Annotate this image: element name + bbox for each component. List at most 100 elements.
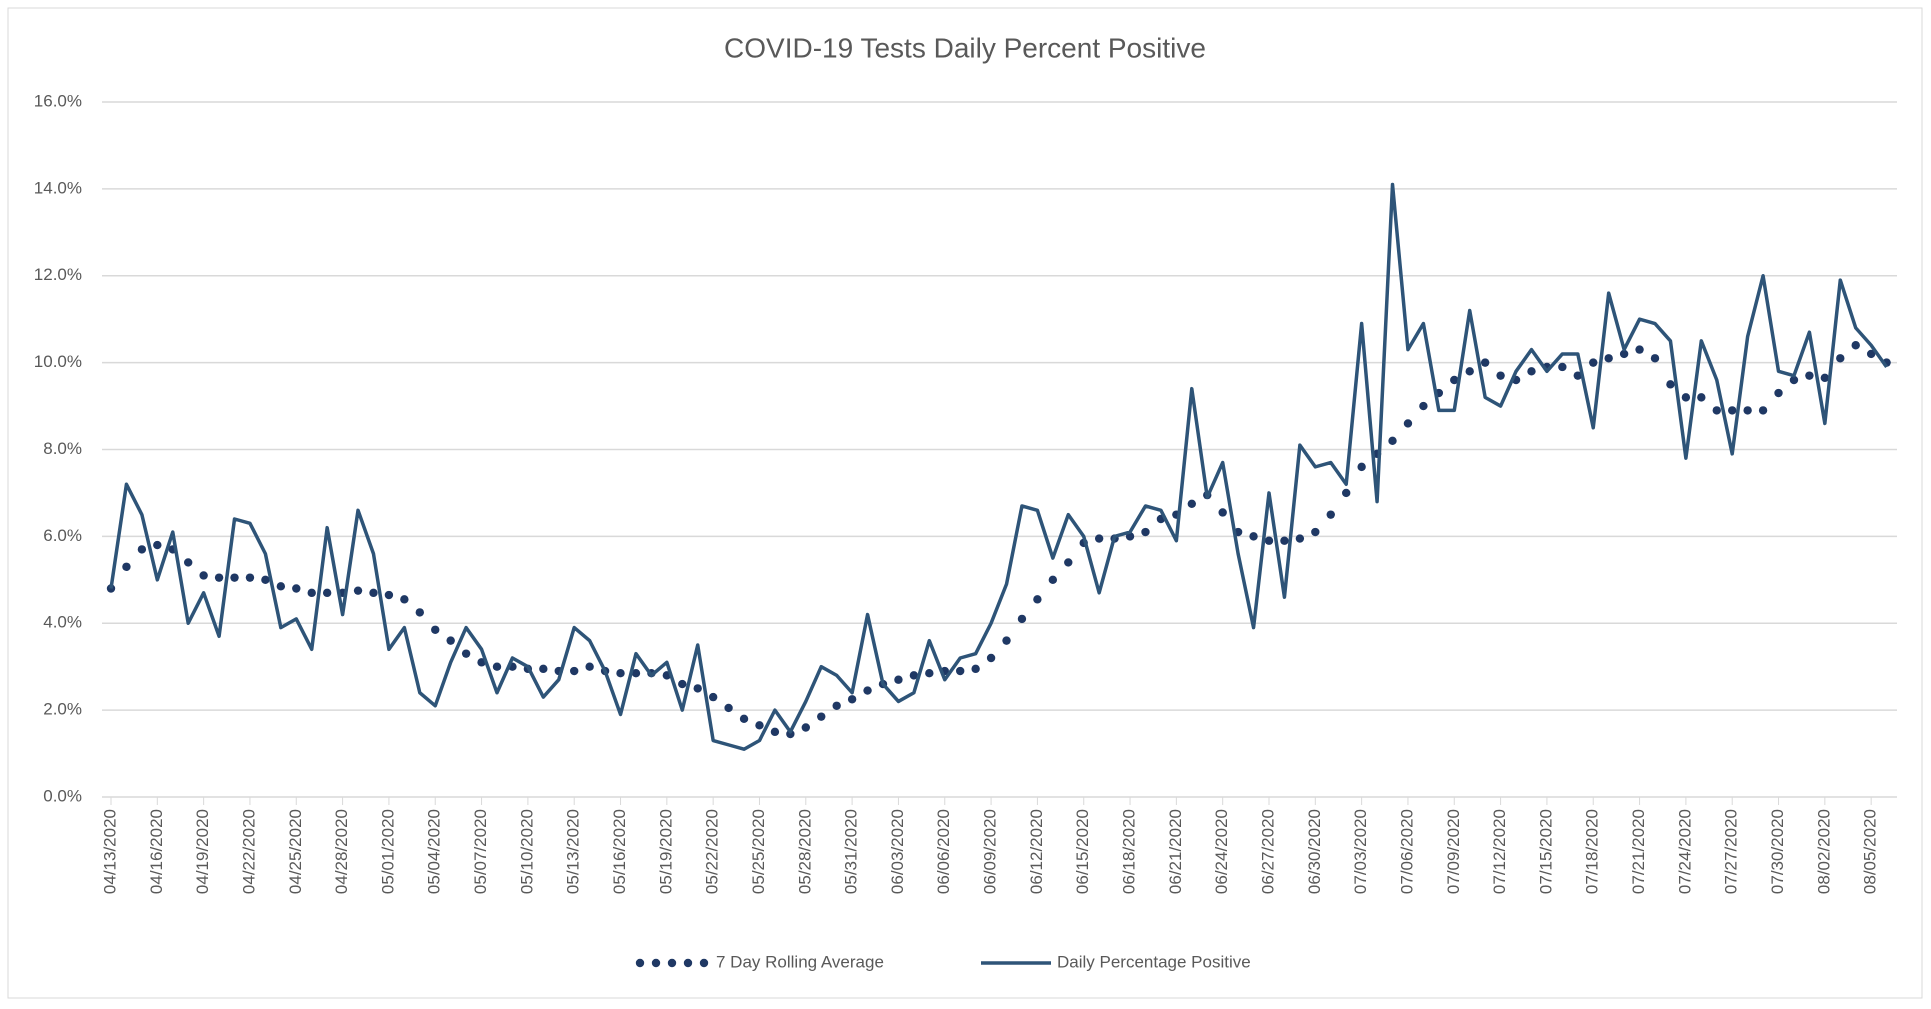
- rolling-dot: [199, 571, 208, 580]
- rolling-dot: [1002, 636, 1011, 645]
- rolling-dot: [1064, 558, 1073, 567]
- y-tick-label: 8.0%: [43, 439, 82, 458]
- rolling-dot: [384, 590, 394, 600]
- rolling-dot: [1805, 371, 1814, 380]
- x-tick-label: 08/05/2020: [1861, 809, 1880, 894]
- chart-border: [7, 7, 1923, 999]
- rolling-dot: [1635, 345, 1644, 354]
- rolling-dot: [292, 584, 301, 593]
- x-tick-label: 07/27/2020: [1722, 809, 1741, 894]
- y-tick-label: 4.0%: [43, 613, 82, 632]
- rolling-dot: [1558, 362, 1567, 372]
- x-tick-label: 04/25/2020: [286, 809, 305, 894]
- x-tick-label: 06/06/2020: [934, 809, 953, 894]
- rolling-dot: [1589, 358, 1598, 367]
- rolling-dot: [616, 669, 625, 678]
- x-tick-label: 06/24/2020: [1212, 809, 1231, 894]
- rolling-dot: [153, 540, 162, 550]
- rolling-dot: [1666, 380, 1675, 389]
- x-tick-label: 05/22/2020: [703, 809, 722, 894]
- rolling-dot: [539, 664, 548, 674]
- rolling-dot: [1480, 358, 1490, 367]
- x-tick-label: 06/15/2020: [1073, 809, 1092, 894]
- rolling-dot: [261, 575, 270, 585]
- rolling-dot: [446, 636, 455, 645]
- rolling-dot: [1295, 534, 1305, 543]
- rolling-dot: [1496, 371, 1505, 380]
- x-tick-label: 05/16/2020: [610, 809, 629, 894]
- rolling-dot: [724, 703, 733, 713]
- chart-title: COVID-19 Tests Daily Percent Positive: [724, 32, 1206, 63]
- rolling-dot: [1094, 534, 1104, 543]
- rolling-dot: [847, 695, 857, 704]
- rolling-dot: [1527, 367, 1536, 376]
- y-tick-label: 16.0%: [34, 91, 82, 110]
- rolling-dot: [1048, 575, 1058, 585]
- rolling-dot: [122, 562, 131, 571]
- y-tick-label: 10.0%: [34, 352, 82, 371]
- x-tick-label: 07/18/2020: [1583, 809, 1602, 894]
- rolling-dot: [230, 573, 239, 582]
- rolling-dot: [184, 558, 193, 567]
- rolling-dot: [415, 608, 424, 617]
- rolling-dot: [786, 729, 795, 739]
- x-tick-label: 05/19/2020: [656, 809, 675, 894]
- rolling-dot: [1141, 527, 1150, 537]
- rolling-dot: [1697, 393, 1706, 402]
- x-tick-label: 05/01/2020: [378, 809, 397, 894]
- rolling-dot: [708, 692, 718, 702]
- legend-symbol: [699, 958, 709, 968]
- rolling-dot: [1249, 532, 1258, 541]
- rolling-dot: [739, 714, 749, 724]
- rolling-dot: [1187, 499, 1197, 508]
- legend-label: Daily Percentage Positive: [1057, 952, 1251, 971]
- x-tick-label: 06/18/2020: [1120, 809, 1139, 894]
- rolling-dot: [1264, 536, 1274, 545]
- rolling-dot: [1573, 371, 1583, 380]
- rolling-dot: [1604, 354, 1613, 363]
- rolling-dot: [801, 723, 810, 732]
- x-tick-label: 07/30/2020: [1768, 809, 1787, 894]
- x-tick-label: 07/24/2020: [1675, 809, 1694, 894]
- x-tick-label: 04/16/2020: [147, 809, 166, 894]
- legend-symbol: [667, 958, 677, 968]
- rolling-dot: [461, 649, 471, 658]
- rolling-dot: [1820, 373, 1830, 383]
- legend-symbol: [651, 958, 661, 968]
- rolling-dot: [1712, 406, 1721, 415]
- rolling-dot: [1403, 419, 1413, 428]
- rolling-dot: [909, 671, 919, 680]
- legend-symbol: [635, 958, 645, 968]
- x-tick-label: 05/13/2020: [564, 809, 583, 894]
- rolling-dot: [1789, 375, 1799, 385]
- rolling-dot: [631, 669, 641, 678]
- rolling-dot: [1357, 462, 1366, 472]
- x-tick-label: 05/31/2020: [842, 809, 861, 894]
- x-tick-label: 06/12/2020: [1027, 809, 1046, 894]
- x-tick-label: 06/27/2020: [1258, 809, 1277, 894]
- rolling-dot: [1866, 349, 1876, 359]
- rolling-dot: [894, 675, 903, 684]
- rolling-dot: [431, 625, 440, 634]
- x-tick-label: 07/21/2020: [1629, 809, 1648, 894]
- y-tick-label: 12.0%: [34, 265, 82, 284]
- legend-label: 7 Day Rolling Average: [716, 952, 884, 971]
- rolling-dot: [755, 721, 764, 730]
- rolling-dot: [1728, 406, 1737, 415]
- rolling-dot: [693, 684, 702, 693]
- rolling-dot: [1758, 406, 1768, 415]
- rolling-dot: [925, 669, 934, 678]
- rolling-dot: [276, 582, 286, 591]
- rolling-dot: [678, 679, 687, 689]
- rolling-dot: [1017, 614, 1027, 624]
- rolling-dot: [1681, 393, 1691, 402]
- x-tick-label: 06/30/2020: [1305, 809, 1324, 894]
- x-tick-label: 04/22/2020: [239, 809, 258, 894]
- x-tick-label: 06/09/2020: [981, 809, 1000, 894]
- rolling-dot: [1743, 406, 1752, 415]
- rolling-dot: [322, 588, 332, 598]
- rolling-dot: [585, 662, 594, 671]
- rolling-dot: [1836, 354, 1845, 363]
